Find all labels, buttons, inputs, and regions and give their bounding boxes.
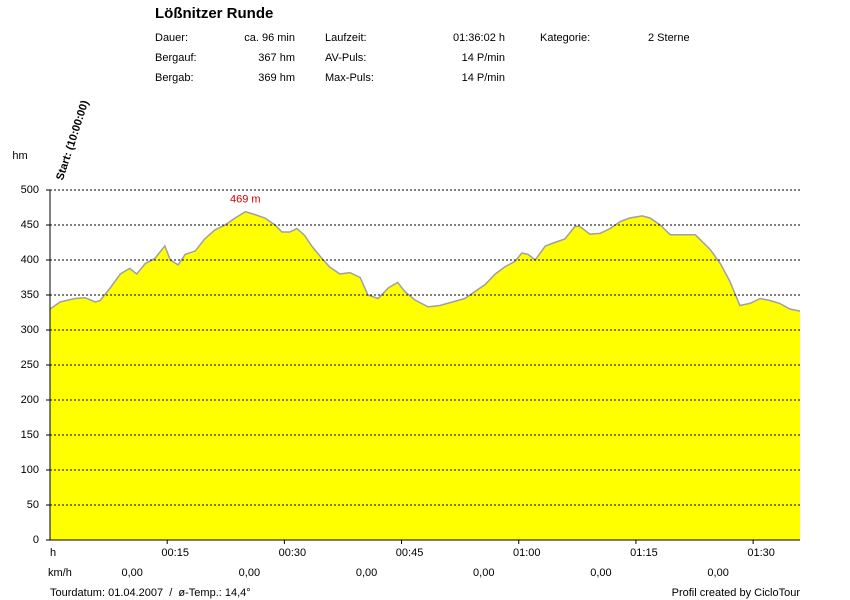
x-tick-label: 00:45 — [396, 547, 424, 559]
stat-value: 2 Sterne — [648, 32, 690, 44]
stat-value: ca. 96 min — [244, 32, 295, 44]
y-tick-label: 350 — [21, 289, 39, 301]
y-tick-label: 200 — [21, 394, 39, 406]
speed-value: 0,00 — [121, 567, 142, 579]
speed-value: 0,00 — [356, 567, 377, 579]
x-tick-label: 00:15 — [161, 547, 189, 559]
y-tick-label: 250 — [21, 359, 39, 371]
footer-right: Profil created by CicloTour — [672, 587, 801, 599]
speed-value: 0,00 — [239, 567, 260, 579]
stat-value: 01:36:02 h — [453, 32, 505, 44]
y-tick-label: 400 — [21, 254, 39, 266]
y-tick-label: 150 — [21, 429, 39, 441]
stat-label: Bergauf: — [155, 52, 197, 64]
speed-value: 0,00 — [707, 567, 728, 579]
stat-label: Laufzeit: — [325, 32, 367, 44]
x-tick-label: 00:30 — [279, 547, 307, 559]
y-tick-label: 50 — [27, 499, 39, 511]
stat-label: Kategorie: — [540, 32, 590, 44]
stat-label: Bergab: — [155, 72, 194, 84]
stat-label: Dauer: — [155, 32, 188, 44]
stat-label: Max-Puls: — [325, 72, 374, 84]
y-tick-label: 100 — [21, 464, 39, 476]
speed-value: 0,00 — [473, 567, 494, 579]
max-label: 469 m — [230, 194, 261, 206]
y-tick-label: 0 — [33, 534, 39, 546]
x-tick-label: 01:00 — [513, 547, 541, 559]
speed-label: km/h — [48, 567, 72, 579]
x-axis-label: h — [50, 547, 56, 559]
footer-left: Tourdatum: 01.04.2007 / ø-Temp.: 14,4° — [50, 587, 251, 599]
stat-label: AV-Puls: — [325, 52, 366, 64]
y-tick-label: 300 — [21, 324, 39, 336]
elevation-area — [50, 211, 800, 540]
stat-value: 369 hm — [258, 72, 295, 84]
y-tick-label: 450 — [21, 219, 39, 231]
x-tick-label: 01:15 — [630, 547, 658, 559]
stat-value: 14 P/min — [462, 72, 505, 84]
y-axis-label: hm — [12, 150, 27, 162]
start-label: Start: (10:00:00) — [54, 99, 91, 182]
speed-value: 0,00 — [590, 567, 611, 579]
y-tick-label: 500 — [21, 184, 39, 196]
x-tick-label: 01:30 — [747, 547, 775, 559]
chart-title: Lößnitzer Runde — [155, 5, 273, 22]
stat-value: 14 P/min — [462, 52, 505, 64]
stat-value: 367 hm — [258, 52, 295, 64]
